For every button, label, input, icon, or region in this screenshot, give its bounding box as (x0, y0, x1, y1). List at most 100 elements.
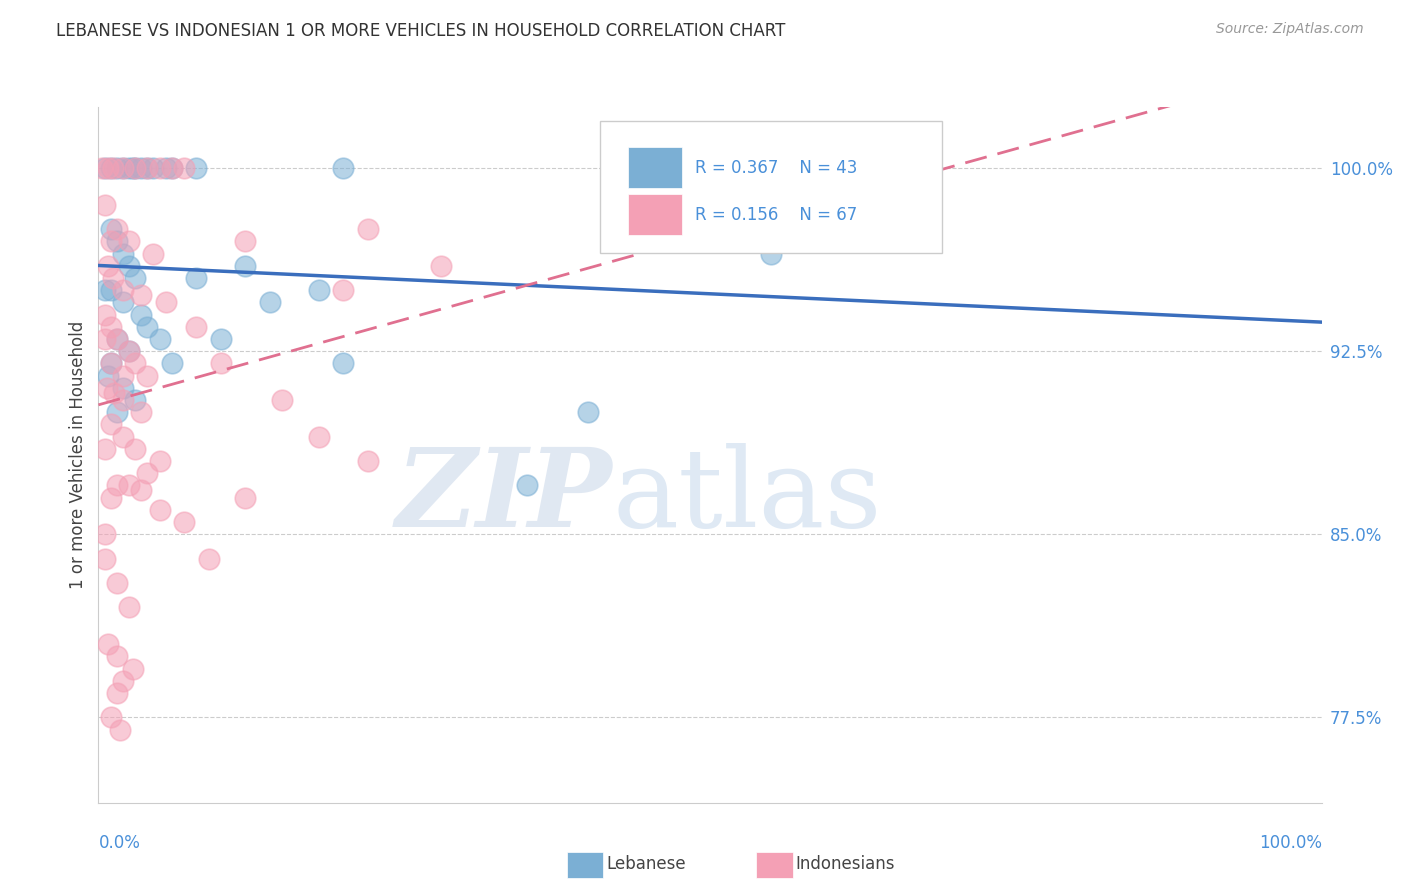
Point (155, 295, 177, 310)
Point (332, 356, 354, 370)
Point (160, 356, 183, 370)
Point (118, 344, 141, 359)
Text: atlas: atlas (612, 443, 882, 550)
Point (136, 368, 159, 383)
Point (270, 392, 294, 407)
Point (308, 283, 330, 297)
Point (111, 429, 134, 443)
Point (160, 161, 183, 175)
Point (142, 161, 165, 175)
Point (100, 417, 122, 432)
Text: R = 0.156    N = 67: R = 0.156 N = 67 (696, 206, 858, 224)
Point (516, 478, 538, 492)
Point (160, 161, 183, 175)
Point (233, 235, 256, 249)
Point (136, 161, 159, 175)
Point (93, 161, 115, 175)
Point (136, 467, 159, 481)
Point (136, 161, 159, 175)
Text: R = 0.367    N = 43: R = 0.367 N = 43 (696, 160, 858, 178)
Text: 0.0%: 0.0% (98, 834, 141, 852)
Point (100, 356, 122, 370)
Point (149, 503, 172, 517)
Point (124, 271, 146, 285)
Point (129, 288, 152, 302)
Point (111, 381, 134, 395)
Point (105, 405, 128, 419)
Point (356, 222, 378, 236)
Point (173, 515, 195, 529)
Point (118, 344, 141, 359)
Text: 100.0%: 100.0% (1258, 834, 1322, 852)
FancyBboxPatch shape (600, 121, 942, 253)
Point (110, 723, 132, 737)
Point (136, 319, 159, 334)
Point (100, 710, 122, 724)
Point (111, 246, 134, 260)
Point (91, 161, 114, 175)
Point (155, 161, 177, 175)
Point (118, 478, 141, 492)
Point (93, 442, 115, 456)
Point (121, 161, 143, 175)
Point (129, 161, 152, 175)
Point (105, 576, 128, 591)
Point (186, 319, 208, 334)
Point (121, 661, 143, 675)
Y-axis label: 1 or more Vehicles in Household: 1 or more Vehicles in Household (69, 321, 87, 589)
Point (101, 161, 124, 175)
Point (100, 491, 122, 505)
Point (129, 308, 152, 322)
Point (124, 356, 146, 370)
Point (100, 235, 122, 249)
Point (209, 356, 232, 370)
Point (93, 308, 115, 322)
Text: LEBANESE VS INDONESIAN 1 OR MORE VEHICLES IN HOUSEHOLD CORRELATION CHART: LEBANESE VS INDONESIAN 1 OR MORE VEHICLE… (56, 22, 786, 40)
Point (118, 235, 141, 249)
Text: Source: ZipAtlas.com: Source: ZipAtlas.com (1216, 22, 1364, 37)
Point (129, 483, 152, 498)
Point (118, 600, 141, 615)
Point (129, 405, 152, 419)
Point (93, 332, 115, 346)
Point (111, 283, 134, 297)
Point (124, 161, 146, 175)
Point (259, 295, 281, 310)
Point (111, 673, 134, 688)
Point (105, 332, 128, 346)
Point (209, 332, 232, 346)
Point (105, 478, 128, 492)
Point (118, 161, 141, 175)
FancyBboxPatch shape (628, 194, 682, 235)
Text: Indonesians: Indonesians (796, 855, 896, 873)
Point (96, 381, 118, 395)
Point (93, 283, 115, 297)
Point (100, 356, 122, 370)
Point (111, 161, 134, 175)
Point (93, 551, 115, 566)
Point (356, 454, 378, 468)
Point (105, 686, 128, 700)
Point (111, 368, 134, 383)
Point (105, 222, 128, 236)
Point (111, 161, 134, 175)
Point (233, 259, 256, 273)
Point (97, 259, 120, 273)
Point (142, 246, 165, 260)
Point (576, 405, 599, 419)
Point (97, 161, 120, 175)
Point (105, 332, 128, 346)
Point (186, 161, 208, 175)
Point (105, 649, 128, 664)
Point (111, 392, 134, 407)
Point (332, 161, 354, 175)
Point (111, 295, 134, 310)
Point (332, 283, 354, 297)
Point (883, 161, 905, 175)
Point (233, 491, 256, 505)
Point (100, 283, 122, 297)
Point (97, 637, 120, 651)
Point (149, 161, 172, 175)
Point (100, 222, 122, 236)
FancyBboxPatch shape (628, 147, 682, 188)
